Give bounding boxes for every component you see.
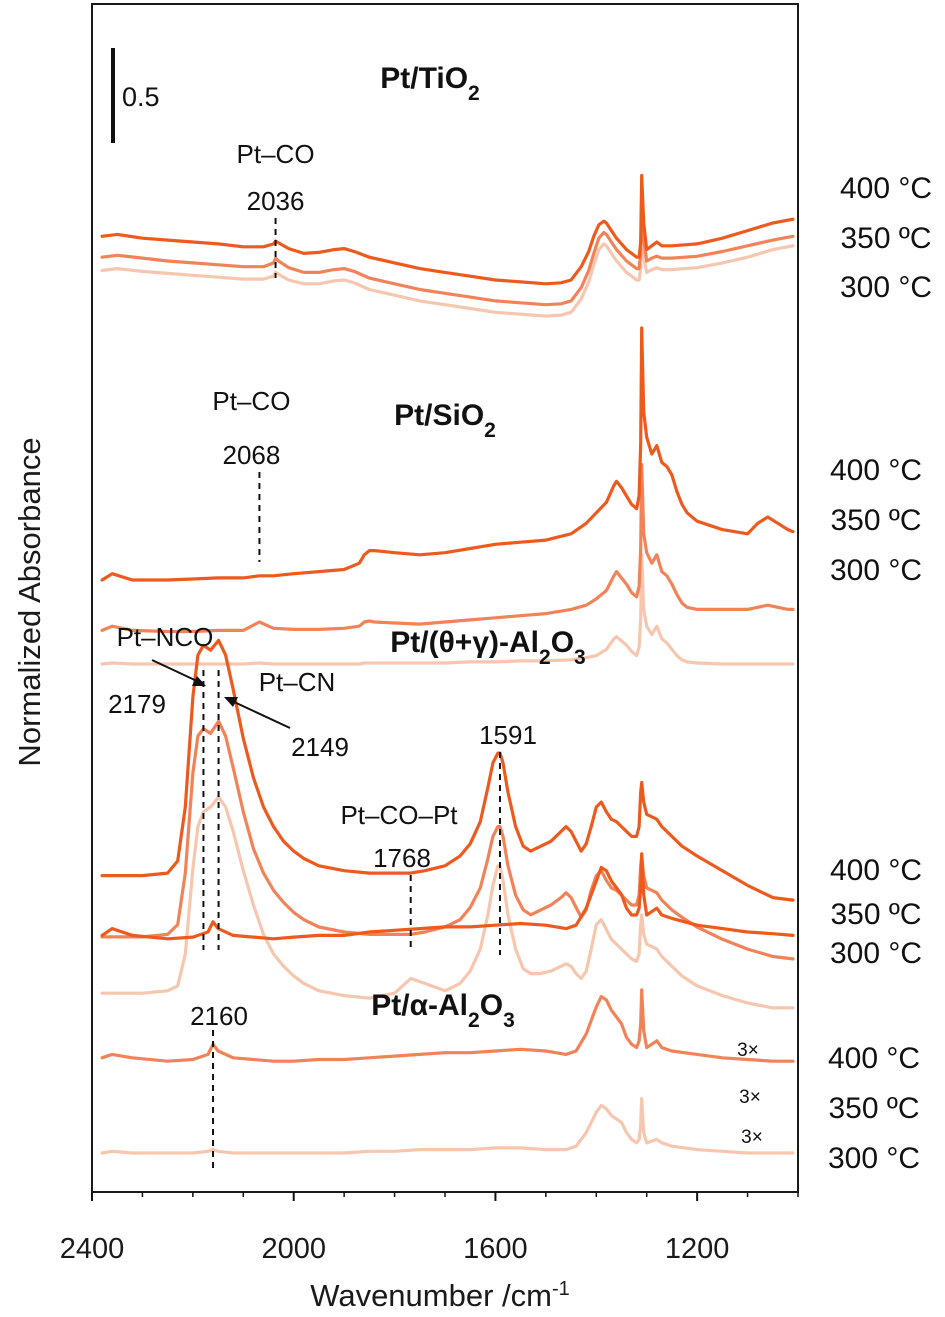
peak-assignment-pt-co-2: Pt–CO: [212, 386, 290, 416]
temp-label-1-2: 300 °C: [840, 271, 932, 304]
peak-value-2149: 2149: [291, 732, 349, 762]
y-axis-title: Normalized Absorbance: [12, 437, 47, 766]
peak-value-2036: 2036: [247, 186, 305, 216]
annotation-layer: Pt–CO 2036 Pt–CO 2068 Pt–NCO 2179 Pt–CN 2149 Pt–…: [108, 139, 537, 1172]
spectrum-line-panel3-300: [100, 795, 795, 1010]
peak-assignment-pt-nco: Pt–NCO: [117, 622, 214, 652]
panel-title-4: Pt/α-Al2O3: [371, 989, 515, 1032]
multiplier-label-2: 3×: [741, 1127, 763, 1148]
x-tick-label-2000: 2000: [261, 1233, 326, 1265]
peak-assignment-pt-co-1: Pt–CO: [237, 139, 315, 169]
temp-label-3-0: 400 °C: [830, 854, 922, 887]
series-layer: [100, 173, 795, 1155]
arrow-pt-nco: [151, 659, 200, 683]
temp-label-4-2: 300 °C: [828, 1142, 920, 1175]
spectrum-line-panel4-300: [100, 1097, 795, 1155]
x-tick-label-1600: 1600: [463, 1233, 528, 1265]
spectrum-line-panel4-350: [100, 988, 795, 1063]
temp-label-2-2: 300 °C: [830, 554, 922, 587]
arrow-pt-cn: [231, 700, 291, 729]
panel-title-1: Pt/TiO2: [380, 62, 479, 105]
peak-value-2179: 2179: [108, 689, 166, 719]
axis-layer: 0.5 2400 2000 1600 1200 Wavenumber /cm-1 Norma…: [12, 48, 799, 1313]
multiplier-label-1: 3×: [739, 1087, 761, 1108]
x-tick-label-1200: 1200: [665, 1233, 730, 1265]
x-axis-title: Wavenumber /cm-1: [310, 1278, 570, 1313]
temp-label-1-1: 350 ºC: [840, 222, 931, 255]
peak-value-1768: 1768: [373, 843, 431, 873]
temp-label-3-1: 350 ºC: [830, 898, 921, 931]
spectrum-line-panel2-300: [100, 553, 795, 666]
peak-value-1591: 1591: [479, 720, 537, 750]
peak-assignment-pt-co-pt: Pt–CO–Pt: [340, 800, 458, 830]
scale-bar-label: 0.5: [122, 82, 160, 112]
temp-label-1-0: 400 °C: [840, 172, 932, 205]
label-layer: Pt/TiO2 400 °C 350 ºC 300 °C Pt/SiO2 400 °C 35…: [371, 62, 932, 1175]
spectrum-line-panel2-350: [100, 462, 795, 634]
panel-title-2: Pt/SiO2: [394, 399, 496, 442]
peak-assignment-pt-cn: Pt–CN: [259, 667, 336, 697]
peak-value-2068: 2068: [223, 440, 281, 470]
x-tick-label-2400: 2400: [60, 1233, 125, 1265]
temp-label-3-2: 300 °C: [830, 937, 922, 970]
temp-label-4-0: 400 °C: [828, 1042, 920, 1075]
panel-title-3: Pt/(θ+γ)-Al2O3: [390, 626, 585, 669]
arrowhead-pt-cn: [224, 697, 238, 707]
arrowhead-pt-nco: [192, 676, 206, 686]
temp-label-2-0: 400 °C: [830, 454, 922, 487]
spectrum-line-panel1-350: [100, 194, 795, 307]
temp-label-4-1: 350 ºC: [828, 1092, 919, 1125]
spectrum-line-panel3-400: [100, 638, 795, 902]
multiplier-label-0: 3×: [737, 1040, 759, 1061]
spectrum-line-panel2-400: [100, 326, 795, 582]
temp-label-2-1: 350 ºC: [830, 504, 921, 537]
peak-value-2160: 2160: [190, 1001, 248, 1031]
spectrum-line-panel4-400: [100, 852, 795, 941]
